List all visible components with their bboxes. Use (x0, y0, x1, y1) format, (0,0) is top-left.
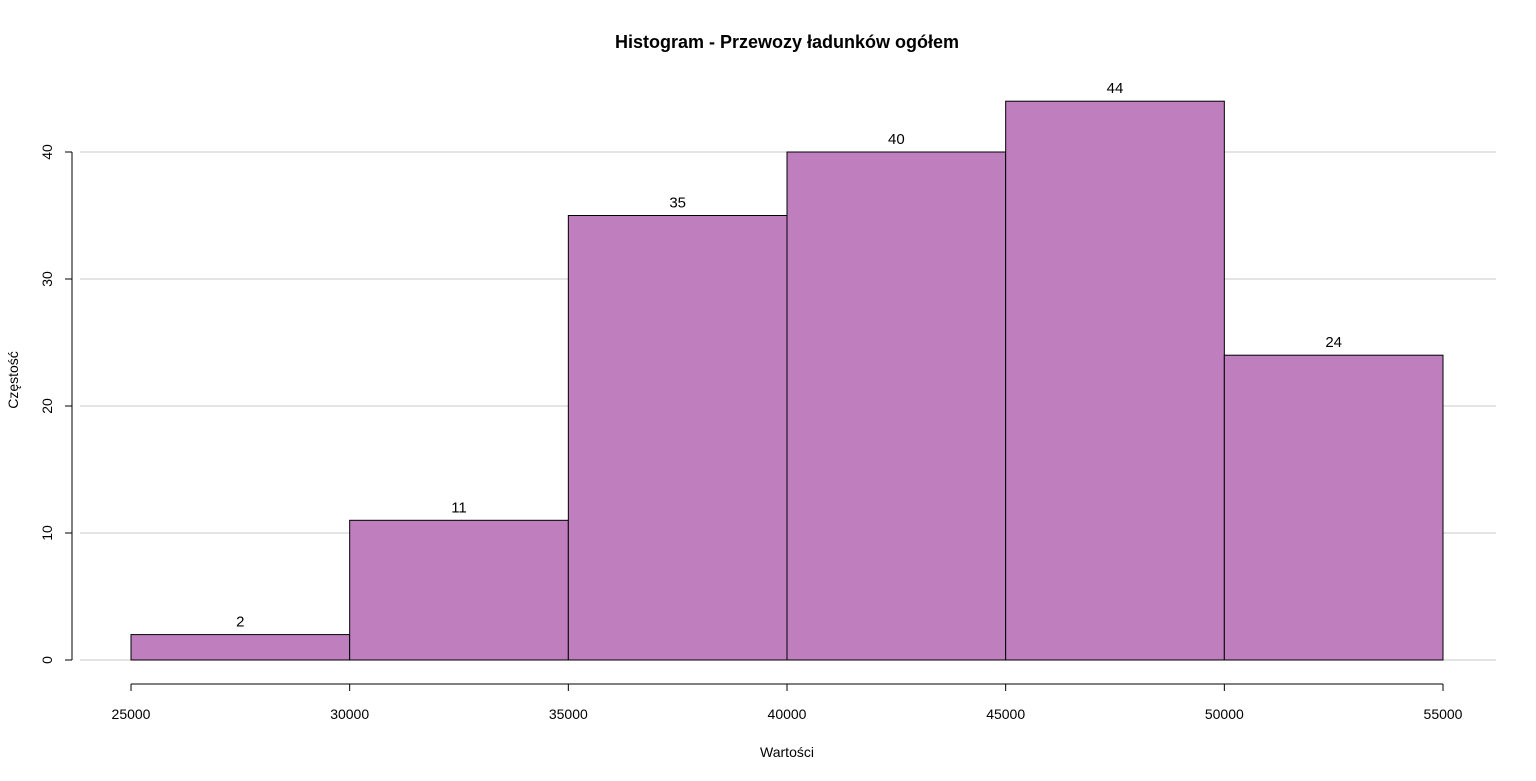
histogram-bar (1005, 100, 1225, 661)
x-tick-label: 30000 (330, 706, 369, 722)
y-tick-label: 10 (39, 525, 55, 541)
y-tick-label: 20 (39, 398, 55, 414)
histogram-bar (786, 151, 1007, 661)
histogram-bar (349, 519, 569, 661)
bar-value-label: 35 (669, 195, 686, 212)
bar-value-label: 11 (451, 499, 467, 516)
x-tick-label: 50000 (1205, 706, 1244, 722)
histogram-bar (1223, 354, 1444, 661)
x-tick-label: 45000 (986, 706, 1025, 722)
bar-value-label: 2 (236, 614, 244, 631)
x-axis-label: Wartości (760, 744, 814, 760)
bar-value-label: 24 (1325, 334, 1342, 351)
bar-value-label: 40 (888, 131, 905, 148)
x-tick-label: 25000 (112, 706, 151, 722)
bar-labels: 2 11 35 40 44 24 (236, 80, 1342, 630)
histogram-bar (567, 215, 788, 661)
x-tick-label: 35000 (549, 706, 588, 722)
axes: 0 10 20 30 40 25000 30000 35000 40000 45000 50000 5… (39, 144, 1463, 722)
y-tick-label: 0 (39, 656, 55, 664)
chart-title: Histogram - Przewozy ładunków ogółem (615, 32, 959, 52)
y-axis-label: Częstość (5, 351, 21, 409)
bar-value-label: 44 (1107, 80, 1124, 97)
histogram-bar (130, 634, 351, 661)
y-tick-label: 40 (39, 144, 55, 160)
x-tick-label: 55000 (1424, 706, 1463, 722)
y-tick-label: 30 (39, 271, 55, 287)
x-tick-label: 40000 (768, 706, 807, 722)
bars (130, 100, 1444, 661)
